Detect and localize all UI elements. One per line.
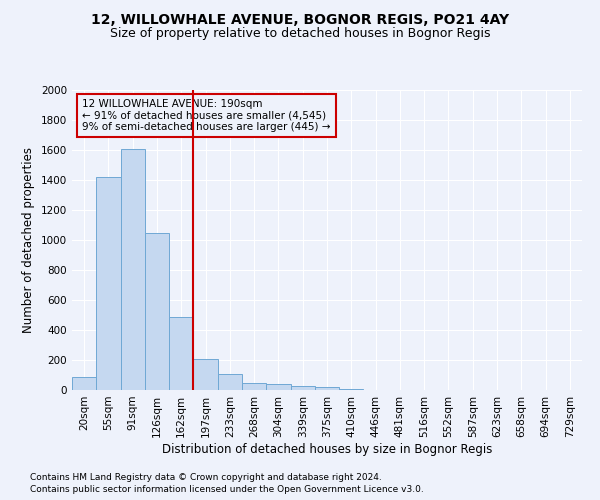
- Bar: [266, 384, 290, 390]
- X-axis label: Distribution of detached houses by size in Bognor Regis: Distribution of detached houses by size …: [162, 442, 492, 456]
- Text: 12 WILLOWHALE AVENUE: 190sqm
← 91% of detached houses are smaller (4,545)
9% of : 12 WILLOWHALE AVENUE: 190sqm ← 91% of de…: [82, 99, 331, 132]
- Text: Size of property relative to detached houses in Bognor Regis: Size of property relative to detached ho…: [110, 28, 490, 40]
- Bar: [145, 233, 169, 390]
- Text: Contains public sector information licensed under the Open Government Licence v3: Contains public sector information licen…: [30, 485, 424, 494]
- Bar: [121, 148, 145, 390]
- Bar: [169, 316, 193, 390]
- Text: Contains HM Land Registry data © Crown copyright and database right 2024.: Contains HM Land Registry data © Crown c…: [30, 472, 382, 482]
- Bar: [339, 388, 364, 390]
- Bar: [290, 386, 315, 390]
- Bar: [218, 374, 242, 390]
- Bar: [242, 382, 266, 390]
- Bar: [193, 359, 218, 390]
- Bar: [315, 387, 339, 390]
- Bar: [96, 177, 121, 390]
- Y-axis label: Number of detached properties: Number of detached properties: [22, 147, 35, 333]
- Bar: [72, 377, 96, 390]
- Text: 12, WILLOWHALE AVENUE, BOGNOR REGIS, PO21 4AY: 12, WILLOWHALE AVENUE, BOGNOR REGIS, PO2…: [91, 12, 509, 26]
